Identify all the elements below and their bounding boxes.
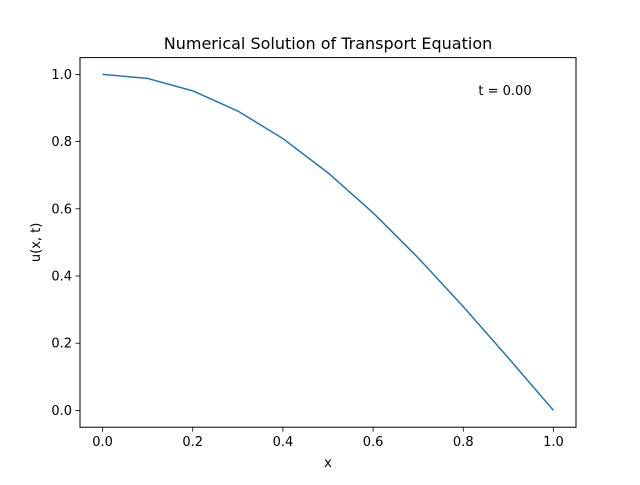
y-ticks: 0.0 0.2 0.4 0.6 0.8 1.0 [51, 68, 80, 419]
y-axis-label: u(x, t) [29, 223, 44, 262]
plot-area [80, 57, 576, 428]
y-tick-label: 1.0 [51, 68, 72, 83]
x-tick-label: 0.6 [363, 435, 384, 450]
time-annotation: t = 0.00 [478, 84, 531, 99]
y-tick-label: 0.8 [51, 135, 72, 150]
x-tick-label: 0.8 [453, 435, 474, 450]
series-layer [102, 73, 555, 411]
x-tick-label: 0.4 [273, 435, 294, 450]
y-tick-label: 0.4 [51, 270, 72, 285]
axes-frame [79, 57, 577, 428]
x-tick-label: 0.2 [182, 435, 203, 450]
chart-title: Numerical Solution of Transport Equation [164, 34, 493, 53]
x-tick-label: 0.0 [92, 435, 113, 450]
x-ticks: 0.0 0.2 0.4 0.6 0.8 1.0 [92, 427, 564, 450]
x-axis-label: x [324, 456, 332, 471]
y-tick-label: 0.6 [51, 202, 72, 217]
x-tick-label: 1.0 [543, 435, 564, 450]
series-line-0 [102, 73, 555, 411]
y-tick-label: 0.2 [51, 337, 72, 352]
y-tick-label: 0.0 [51, 404, 72, 419]
